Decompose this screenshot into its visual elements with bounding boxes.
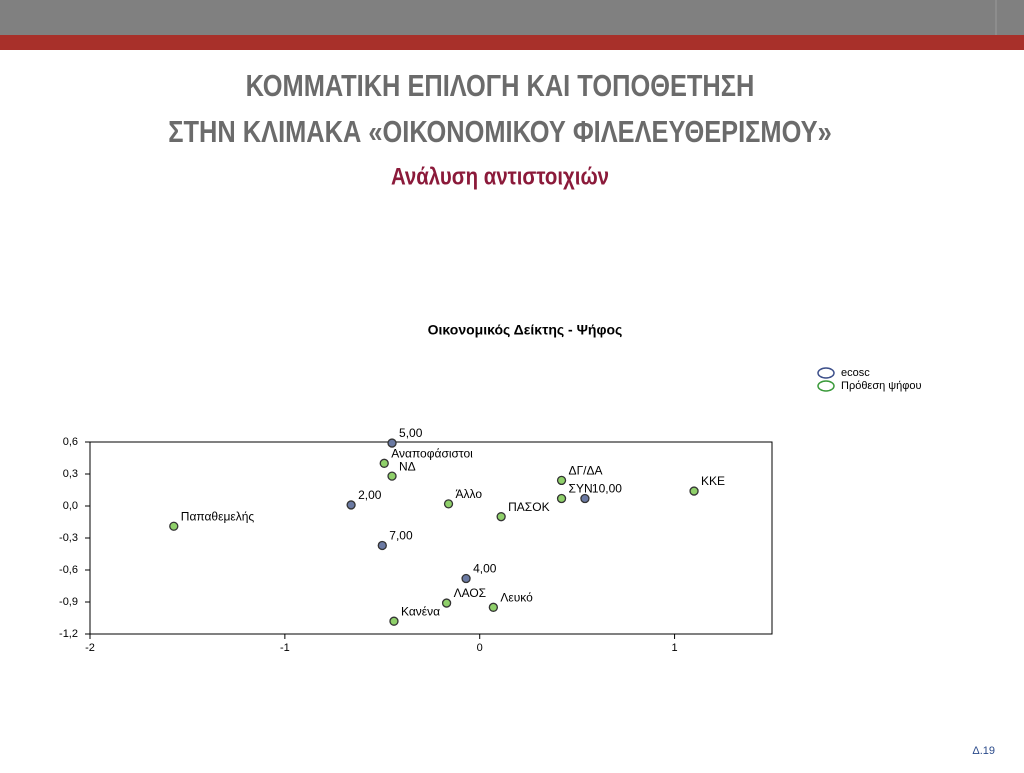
point [580,493,590,504]
point [496,512,506,522]
x-tick-label: 0 [477,642,483,654]
point-label: Αναποφάσιστοι [391,447,473,461]
point-label: 4,00 [473,562,497,576]
point [346,500,356,510]
point-label: ΠΑΣΟΚ [508,500,549,514]
legend-marker [817,380,835,392]
top-bar [0,0,1024,35]
page-number: Δ.19 [972,745,995,757]
point-label: 7,00 [389,529,413,543]
point [441,598,452,608]
x-tick-label: 1 [672,642,678,654]
chart-title: Οικονομικός Δείκτης - Ψήφος [428,322,623,338]
point [377,540,387,551]
point [461,573,471,584]
y-tick-label: 0,0 [63,500,78,512]
slide-title: ΣΤΗΝ ΚΛΙΜΑΚΑ «ΟΙΚΟΝΟΜΙΚΟΥ ΦΙΛΕΛΕΥΘΕΡΙΣΜΟ… [168,115,831,150]
point-label: ΛΑΟΣ [454,586,487,600]
point-label: Παπαθεμελής [181,509,255,523]
point-label: 2,00 [358,488,382,502]
x-tick-label: -1 [280,642,290,654]
point [689,486,699,496]
x-tick-label: -2 [85,642,95,654]
point-label: ΔΓ/ΔΑ [569,464,603,478]
y-tick-label: 0,6 [63,436,78,448]
y-tick-label: 0,3 [63,468,78,480]
point [443,499,454,509]
point-label: Λευκό [500,591,533,605]
point [379,458,389,468]
y-tick-label: -0,6 [59,564,78,576]
point [556,493,567,504]
legend-label: ecosc [841,367,870,379]
point [556,475,567,486]
plot: 0,6 0,3 0,0 -0,3 -0,6 -0,9 -1,2 -2 -1 0 1 5,00 2,00 7… [59,367,922,654]
point [387,438,397,448]
slide-subtitle: Ανάλυση αντιστοιχιών [391,163,609,190]
y-tick-label: -1,2 [59,628,78,640]
point-label: ΝΔ [399,459,416,473]
point-label: ΚΚΕ [701,474,725,488]
point-label: 5,00 [399,426,423,440]
point-label: ΣΥΝ [569,482,593,496]
point [169,521,179,531]
y-tick-label: -0,3 [59,532,78,544]
legend-label: Πρόθεση ψήφου [841,380,922,392]
point [387,471,397,481]
point-label: Κανένα [401,604,440,618]
point [488,602,499,612]
point-label: Άλλο [456,487,483,501]
slide-title: ΚΟΜΜΑΤΙΚΗ ΕΠΙΛΟΓΗ ΚΑΙ ΤΟΠΟΘΕΤΗΣΗ [246,69,755,104]
point [389,616,399,626]
accent-bar [0,35,1024,50]
point-label: 10,00 [592,482,622,496]
y-tick-label: -0,9 [59,596,78,608]
legend-marker [817,367,835,379]
